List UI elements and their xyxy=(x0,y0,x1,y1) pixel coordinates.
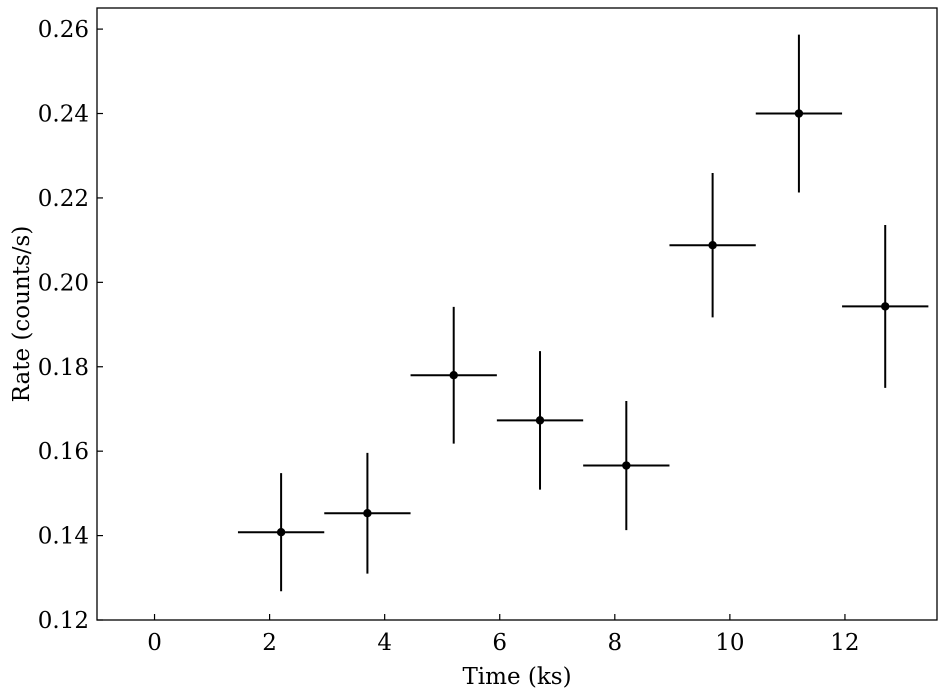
data-point xyxy=(583,400,670,531)
x-tick-label: 2 xyxy=(262,630,277,656)
x-tick-label: 6 xyxy=(492,630,507,656)
y-tick-label: 0.18 xyxy=(38,355,89,381)
x-tick-label: 4 xyxy=(377,630,392,656)
data-point xyxy=(237,473,325,592)
y-tick-label: 0.20 xyxy=(38,270,89,296)
point-marker xyxy=(363,509,372,518)
y-tick-label: 0.22 xyxy=(38,186,89,212)
plot-frame xyxy=(96,7,938,621)
point-marker xyxy=(276,528,286,537)
y-axis-ticks: 0.12 0.14 0.16 0.18 0.20 0.22 0.24 0.26 xyxy=(38,17,103,634)
y-tick-label: 0.16 xyxy=(38,439,89,465)
x-tick-label: 0 xyxy=(147,630,162,656)
data-point xyxy=(755,34,843,193)
x-axis-label: Time (ks) xyxy=(462,664,571,690)
x-tick-label: 8 xyxy=(607,630,622,656)
data-point xyxy=(496,351,584,490)
x-tick-label: 12 xyxy=(830,630,859,656)
y-tick-label: 0.12 xyxy=(38,608,89,634)
point-marker xyxy=(535,416,545,425)
y-axis-label: Rate (counts/s) xyxy=(9,226,35,403)
point-marker xyxy=(794,109,804,118)
data-point xyxy=(410,306,497,444)
y-tick-label: 0.26 xyxy=(38,17,89,43)
x-axis-ticks: 0 2 4 6 8 10 12 xyxy=(147,614,860,656)
data-point xyxy=(669,173,756,318)
y-tick-label: 0.24 xyxy=(38,102,89,128)
point-marker xyxy=(708,241,717,250)
y-tick-label: 0.14 xyxy=(38,524,89,550)
data-points xyxy=(237,34,929,592)
data-point xyxy=(842,224,929,388)
point-marker xyxy=(881,302,890,311)
x-tick-label: 10 xyxy=(715,630,744,656)
point-marker xyxy=(622,461,631,470)
point-marker xyxy=(449,371,458,380)
data-point xyxy=(324,452,411,574)
